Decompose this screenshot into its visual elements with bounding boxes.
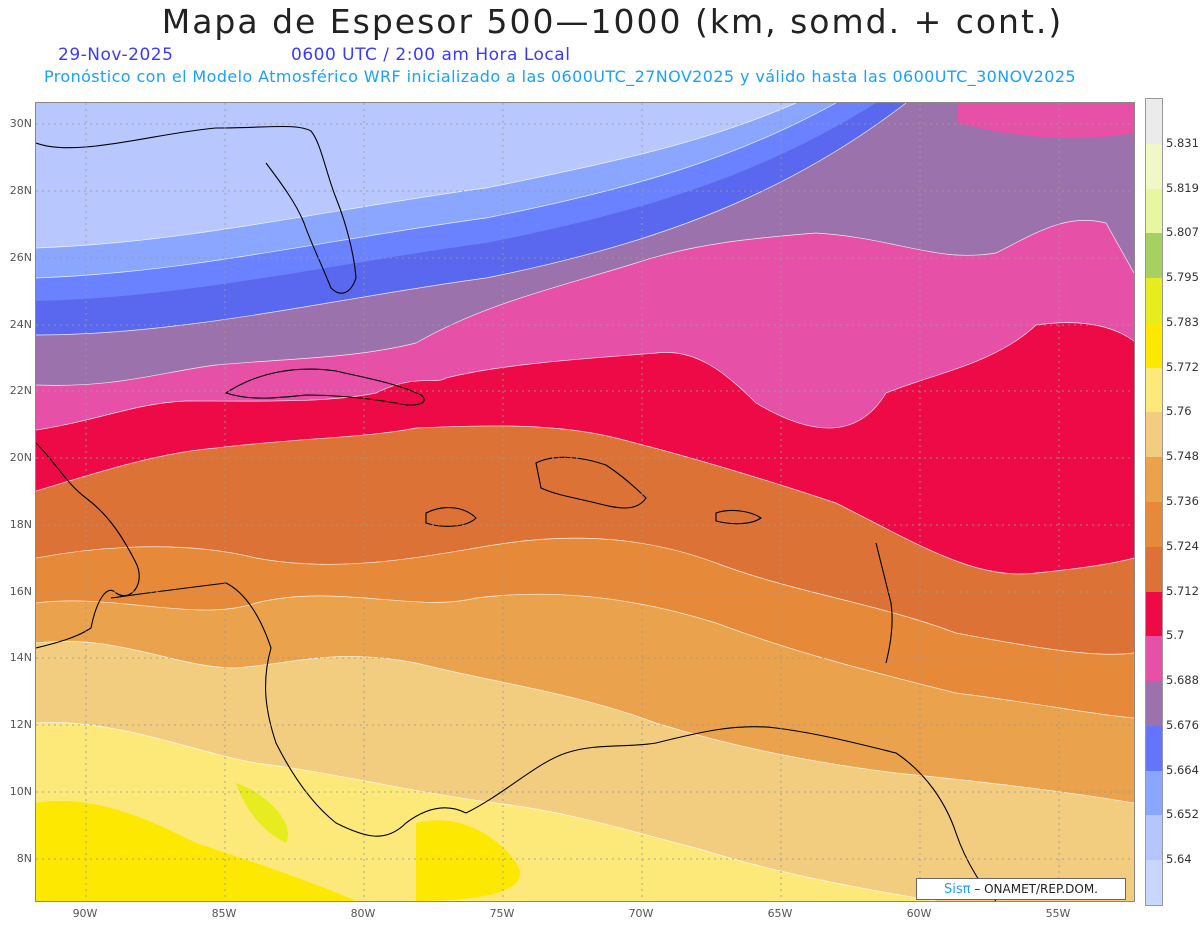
- colorbar-segment: [1146, 322, 1162, 369]
- colorbar-label: 5.7: [1166, 628, 1185, 643]
- lat-label: 20N: [9, 451, 32, 464]
- credit-box: Sisπ – ONAMET/REP.DOM.: [916, 878, 1126, 900]
- lon-label: 55W: [1045, 907, 1071, 920]
- lat-label: 28N: [9, 184, 32, 197]
- south-america-coast: [465, 726, 997, 901]
- colorbar-label: 5.772: [1166, 359, 1199, 374]
- colorbar-label: 5.831: [1166, 135, 1199, 150]
- colorbar: [1145, 98, 1163, 906]
- colorbar-label: 5.819: [1166, 180, 1199, 195]
- colorbar-label: 5.664: [1166, 762, 1199, 777]
- lon-label: 65W: [767, 907, 793, 920]
- colorbar-segment: [1146, 591, 1162, 637]
- thickness-contours: [36, 103, 1134, 901]
- thickness-map: [35, 102, 1135, 902]
- coastlines: [36, 125, 997, 901]
- colorbar-segment: [1146, 188, 1162, 234]
- colorbar-label: 5.712: [1166, 583, 1199, 598]
- colorbar-label: 5.676: [1166, 717, 1199, 732]
- lat-label: 14N: [9, 651, 32, 664]
- hispaniola-coast: [535, 456, 647, 509]
- lat-label: 26N: [9, 251, 32, 264]
- credit-text: – ONAMET/REP.DOM.: [970, 882, 1098, 896]
- puerto-rico-coast: [715, 509, 762, 525]
- lat-label: 30N: [9, 117, 32, 130]
- lon-label: 90W: [72, 907, 98, 920]
- map-title: Mapa de Espesor 500—1000 (km, somd. + co…: [161, 2, 1064, 41]
- colorbar-segment: [1146, 143, 1162, 190]
- colorbar-segment: [1146, 278, 1162, 324]
- band-5772: [36, 801, 356, 901]
- colorbar-segment: [1146, 457, 1162, 503]
- colorbar-label: 5.795: [1166, 270, 1199, 285]
- lon-label: 75W: [489, 907, 515, 920]
- lat-label: 8N: [16, 852, 32, 865]
- jamaica-coast: [425, 507, 477, 527]
- credit-brand: Sisπ: [944, 882, 971, 897]
- lat-label: 16N: [9, 585, 32, 598]
- cuba-coast: [224, 368, 425, 406]
- lon-label: 70W: [628, 907, 654, 920]
- colorbar-label: 5.76: [1166, 404, 1192, 419]
- colorbar-segment: [1146, 725, 1162, 772]
- band-5772-panama: [416, 820, 520, 901]
- graticule: [36, 103, 1134, 901]
- colorbar-segment: [1146, 770, 1162, 816]
- colorbar-label: 5.688: [1166, 673, 1199, 688]
- colorbar-segment: [1146, 502, 1162, 548]
- thickness-map-svg: [36, 103, 1134, 901]
- lat-label: 10N: [9, 785, 32, 798]
- colorbar-segment: [1146, 412, 1162, 458]
- lat-label: 18N: [9, 518, 32, 531]
- colorbar-label: 5.724: [1166, 538, 1199, 553]
- colorbar-segment: [1146, 546, 1162, 593]
- colorbar-segment: [1146, 99, 1162, 145]
- forecast-date: 29-Nov-2025: [58, 45, 174, 65]
- florida-coast: [36, 125, 357, 294]
- colorbar-label: 5.748: [1166, 449, 1199, 464]
- lat-label: 24N: [9, 318, 32, 331]
- colorbar-label: 5.783: [1166, 314, 1199, 329]
- lon-label: 80W: [350, 907, 376, 920]
- lon-label: 60W: [906, 907, 932, 920]
- yucatan-coast: [36, 442, 140, 649]
- central-america-coast: [110, 582, 467, 837]
- forecast-time: 0600 UTC / 2:00 am Hora Local: [291, 45, 571, 65]
- band-5688-north: [958, 103, 1134, 139]
- colorbar-segment: [1146, 815, 1162, 861]
- colorbar-label: 5.64: [1166, 852, 1192, 867]
- lat-label: 12N: [9, 718, 32, 731]
- band-5760: [36, 722, 936, 901]
- colorbar-label: 5.652: [1166, 807, 1199, 822]
- colorbar-label: 5.807: [1166, 225, 1199, 240]
- colorbar-segment: [1146, 367, 1162, 413]
- colorbar-segment: [1146, 636, 1162, 682]
- forecast-description: Pronóstico con el Modelo Atmosférico WRF…: [44, 67, 1076, 86]
- lat-label: 22N: [9, 384, 32, 397]
- colorbar-segment: [1146, 681, 1162, 727]
- colorbar-label: 5.736: [1166, 494, 1199, 508]
- lon-label: 85W: [211, 907, 237, 920]
- lesser-antilles: [875, 542, 893, 664]
- band-5783: [236, 783, 288, 843]
- colorbar-segment: [1146, 860, 1162, 906]
- colorbar-segment: [1146, 233, 1162, 279]
